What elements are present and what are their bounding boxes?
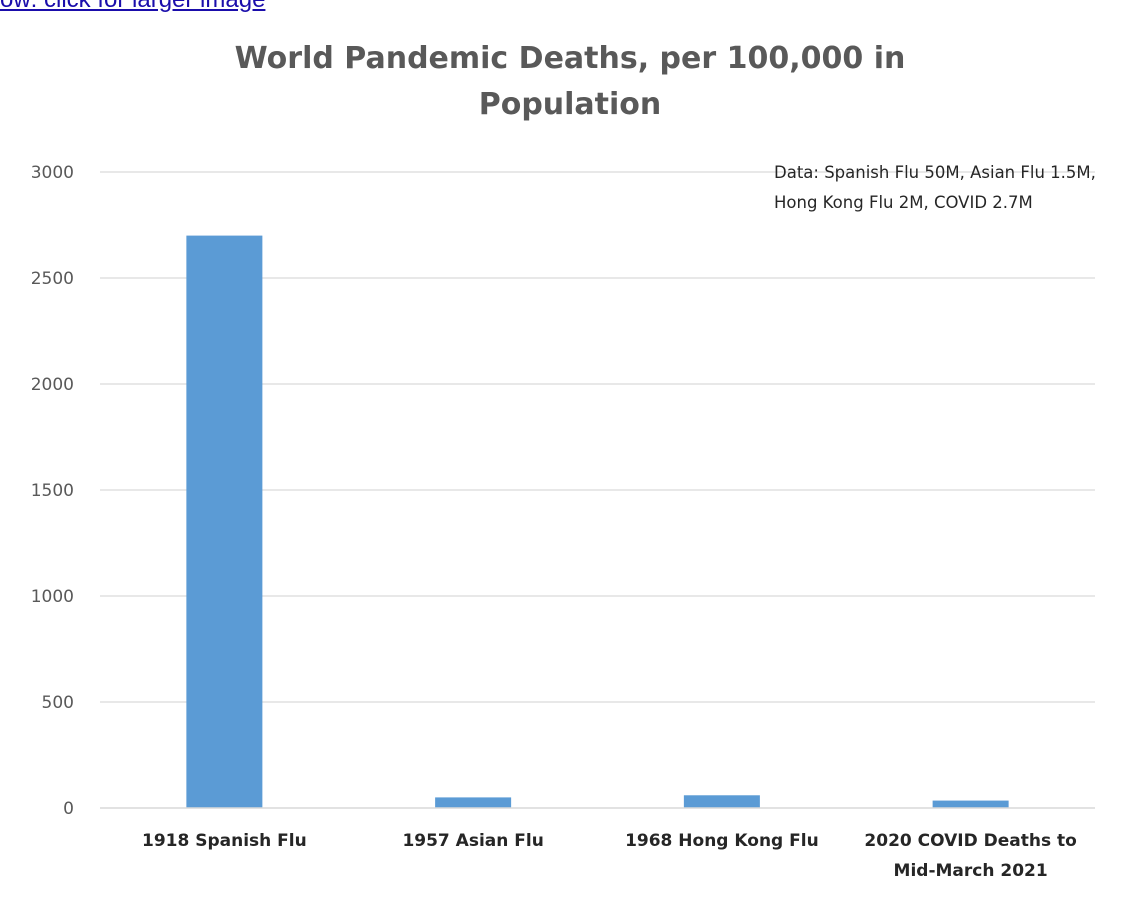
y-tick-label: 2500 bbox=[31, 269, 74, 289]
y-tick-label: 0 bbox=[63, 799, 74, 819]
x-tick-label: 2020 COVID Deaths to Mid-March 2021 bbox=[864, 831, 1077, 881]
x-tick-label: 1968 Hong Kong Flu bbox=[625, 831, 819, 851]
gridlines bbox=[100, 171, 1095, 703]
y-axis-tick-labels: 0 500 1000 1500 2000 2500 3000 bbox=[31, 163, 74, 819]
bars bbox=[186, 235, 1009, 809]
larger-image-link[interactable]: ow: click for larger image bbox=[0, 0, 265, 14]
x-tick-label: 1918 Spanish Flu bbox=[142, 831, 307, 851]
y-tick-label: 1500 bbox=[31, 481, 74, 501]
bar bbox=[683, 795, 760, 808]
bar bbox=[435, 797, 512, 808]
y-tick-label: 500 bbox=[42, 693, 74, 713]
y-tick-label: 3000 bbox=[31, 163, 74, 183]
x-tick-label: 1957 Asian Flu bbox=[402, 831, 544, 851]
bar bbox=[932, 800, 1009, 808]
y-tick-label: 2000 bbox=[31, 375, 74, 395]
y-tick-label: 1000 bbox=[31, 587, 74, 607]
data-note: Data: Spanish Flu 50M, Asian Flu 1.5M, H… bbox=[774, 163, 1096, 212]
bar bbox=[186, 235, 263, 809]
chart-title: World Pandemic Deaths, per 100,000 in Po… bbox=[234, 41, 906, 122]
